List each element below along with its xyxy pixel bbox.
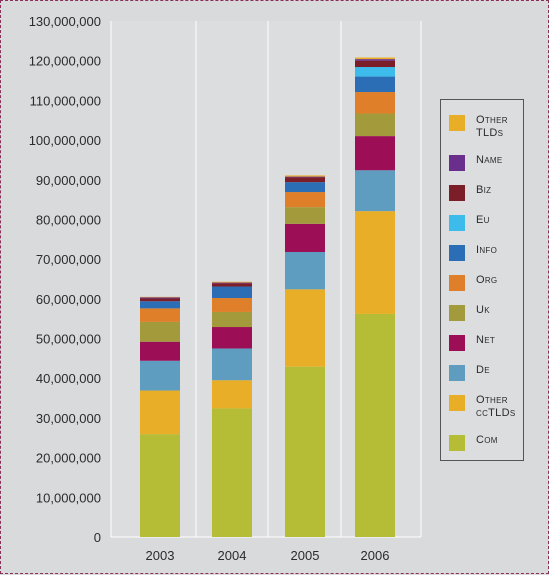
bar-segment (355, 170, 395, 212)
bar-segment (140, 298, 180, 302)
bar-segment (285, 192, 325, 208)
legend-swatch (449, 275, 465, 291)
y-tick-label: 60,000,000 (36, 292, 101, 307)
bar-segment (285, 175, 325, 177)
bar-segment (285, 252, 325, 290)
legend-label: Net (476, 334, 496, 346)
bar-segment (355, 211, 395, 314)
legend-label: Uk (476, 304, 490, 316)
legend-label: Other ccTLDs (476, 394, 516, 419)
bar-segment (140, 321, 180, 342)
bar-segment (140, 341, 180, 361)
bar-segment (285, 207, 325, 224)
bar-segment (355, 92, 395, 114)
y-tick-label: 0 (94, 530, 101, 545)
x-axis: 2003 2004 2005 2006 (146, 548, 390, 563)
legend-swatch (449, 215, 465, 231)
bar-segment (212, 348, 252, 381)
bar-segment (355, 76, 395, 93)
grid-lines (110, 21, 422, 538)
y-tick-label: 40,000,000 (36, 371, 101, 386)
y-tick-label: 130,000,000 (29, 14, 101, 29)
legend-item: De (449, 364, 523, 384)
bar-segment (140, 301, 180, 309)
legend-item: Name (449, 154, 523, 174)
y-tick-label: 100,000,000 (29, 133, 101, 148)
bar-segment (212, 311, 252, 328)
bar-segment (212, 298, 252, 312)
bar-segment (285, 223, 325, 253)
legend-swatch (449, 185, 465, 201)
legend-label: De (476, 364, 490, 376)
y-tick-label: 70,000,000 (36, 252, 101, 267)
bar-segment (140, 297, 180, 299)
bar-segment (212, 282, 252, 284)
x-tick-label: 2005 (291, 548, 320, 563)
y-axis: 0 10,000,000 20,000,000 30,000,000 40,000,00… (29, 14, 101, 545)
legend-label: Info (476, 244, 498, 256)
y-tick-label: 30,000,000 (36, 411, 101, 426)
bar-segment (285, 182, 325, 193)
legend-label: Biz (476, 184, 492, 196)
legend-label: Other TLDs (476, 114, 508, 139)
legend-item: Net (449, 334, 523, 354)
bar-segment (140, 434, 180, 537)
bar-segment (140, 296, 180, 298)
x-tick-label: 2003 (146, 548, 175, 563)
y-tick-label: 110,000,000 (30, 93, 101, 108)
bar-segment (285, 366, 325, 537)
bar-segment (355, 60, 395, 68)
bar-segment (140, 390, 180, 435)
legend-item: Org (449, 274, 523, 294)
bar-segment (212, 281, 252, 283)
bar-segment (140, 360, 180, 391)
bar-segment (140, 308, 180, 322)
y-tick-label: 10,000,000 (36, 490, 101, 505)
legend-item: Other ccTLDs (449, 394, 523, 424)
legend-label: Eu (476, 214, 490, 226)
bar-segment (212, 283, 252, 287)
legend-label: Com (476, 434, 498, 446)
legend-item: Biz (449, 184, 523, 204)
legend-label: Org (476, 274, 498, 286)
legend-item: Uk (449, 304, 523, 324)
legend-swatch (449, 155, 465, 171)
bar-segment (355, 113, 395, 137)
x-tick-label: 2006 (361, 548, 390, 563)
bar-segment (355, 136, 395, 171)
bar-segment (285, 289, 325, 367)
bar-segment (212, 380, 252, 409)
legend-swatch (449, 245, 465, 261)
bar-segment (355, 57, 395, 60)
bar-segment (212, 327, 252, 349)
bar-segment (355, 67, 395, 77)
legend-swatch (449, 435, 465, 451)
bar-segment (355, 59, 395, 61)
bar-segment (212, 286, 252, 299)
legend-label: Name (476, 154, 503, 166)
legend-swatch (449, 395, 465, 411)
legend-item: Info (449, 244, 523, 264)
y-tick-label: 20,000,000 (36, 451, 101, 466)
legend-item: Com (449, 434, 523, 454)
bar-segment (285, 177, 325, 183)
legend-swatch (449, 365, 465, 381)
bars (140, 57, 395, 537)
x-tick-label: 2004 (218, 548, 247, 563)
legend-swatch (449, 115, 465, 131)
y-tick-label: 120,000,000 (29, 54, 101, 69)
legend-swatch (449, 305, 465, 321)
legend-item: Eu (449, 214, 523, 234)
legend-swatch (449, 335, 465, 351)
legend: Other TLDs Name Biz Eu Info Org Uk Net De Other c… (440, 99, 524, 461)
y-tick-label: 90,000,000 (36, 173, 101, 188)
bar-segment (285, 176, 325, 178)
legend-item: Other TLDs (449, 114, 523, 144)
bar-segment (355, 313, 395, 537)
y-tick-label: 80,000,000 (36, 212, 101, 227)
y-tick-label: 50,000,000 (36, 332, 101, 347)
bar-segment (212, 408, 252, 537)
